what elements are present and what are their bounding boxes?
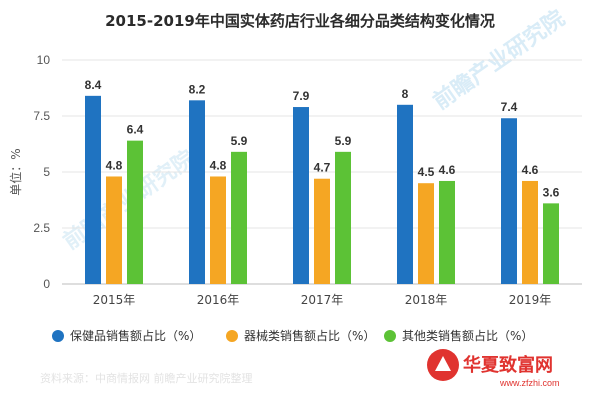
bar (127, 140, 143, 284)
legend-label: 保健品销售额占比（%） (70, 328, 201, 343)
data-label: 4.8 (210, 158, 227, 172)
bar (522, 180, 538, 284)
data-label: 8.2 (189, 82, 206, 96)
bar (210, 176, 226, 284)
data-labels: 8.4 4.8 6.4 8.2 4.8 5.9 7.9 4.7 5.9 8 4.5 4.6 7.4 4.6… (85, 78, 560, 200)
bars (85, 95, 559, 285)
x-tick-label: 2019年 (509, 293, 552, 307)
y-tick-label: 2.5 (33, 221, 50, 235)
data-label: 8 (402, 87, 409, 101)
legend: 保健品销售额占比（%） 器械类销售额占比（%） 其他类销售额占比（%） (52, 328, 533, 343)
y-tick-label: 5 (43, 165, 50, 179)
bar (85, 95, 101, 284)
bar (314, 178, 330, 284)
data-label: 7.4 (501, 100, 518, 114)
data-label: 4.5 (418, 165, 435, 179)
source-note: 资料来源：中商情报网 前瞻产业研究院整理 (40, 371, 253, 385)
x-tick-label: 2016年 (197, 293, 240, 307)
y-axis-title: 单位：% (8, 148, 23, 195)
data-label: 4.8 (106, 158, 123, 172)
y-axis-ticks: 0 2.5 5 7.5 10 (33, 53, 50, 291)
data-label: 4.6 (522, 163, 539, 177)
bar (543, 203, 559, 284)
data-label: 4.6 (439, 163, 456, 177)
x-tick-label: 2018年 (405, 293, 448, 307)
site-logo: 华夏致富网 www.zfzhi.com (427, 349, 560, 388)
legend-label: 器械类销售额占比（%） (244, 328, 375, 343)
x-axis-ticks: 2015年 2016年 2017年 2018年 2019年 (93, 293, 552, 307)
y-tick-label: 10 (37, 53, 51, 67)
data-label: 3.6 (543, 185, 560, 199)
y-tick-label: 7.5 (33, 109, 50, 123)
y-tick-label: 0 (43, 277, 50, 291)
data-label: 7.9 (293, 89, 310, 103)
data-label: 4.7 (314, 161, 331, 175)
bar (439, 180, 455, 284)
bar (293, 107, 309, 284)
logo-text: 华夏致富网 (463, 354, 553, 376)
legend-marker (52, 330, 64, 342)
legend-marker (384, 330, 396, 342)
logo-url: www.zfzhi.com (499, 378, 560, 388)
logo-emblem-icon (435, 356, 451, 371)
x-tick-label: 2017年 (301, 293, 344, 307)
x-tick-label: 2015年 (93, 293, 136, 307)
legend-marker (226, 330, 238, 342)
data-label: 5.9 (335, 134, 352, 148)
bar (189, 100, 205, 284)
legend-label: 其他类销售额占比（%） (402, 328, 533, 343)
data-label: 5.9 (231, 134, 248, 148)
bar (397, 104, 413, 284)
bar (418, 183, 434, 284)
bar (335, 151, 351, 284)
bar (231, 151, 247, 284)
data-label: 6.4 (127, 123, 144, 137)
chart-title: 2015-2019年中国实体药店行业各细分品类结构变化情况 (105, 12, 495, 30)
data-label: 8.4 (85, 78, 102, 92)
bar (501, 118, 517, 285)
bar (106, 176, 122, 284)
